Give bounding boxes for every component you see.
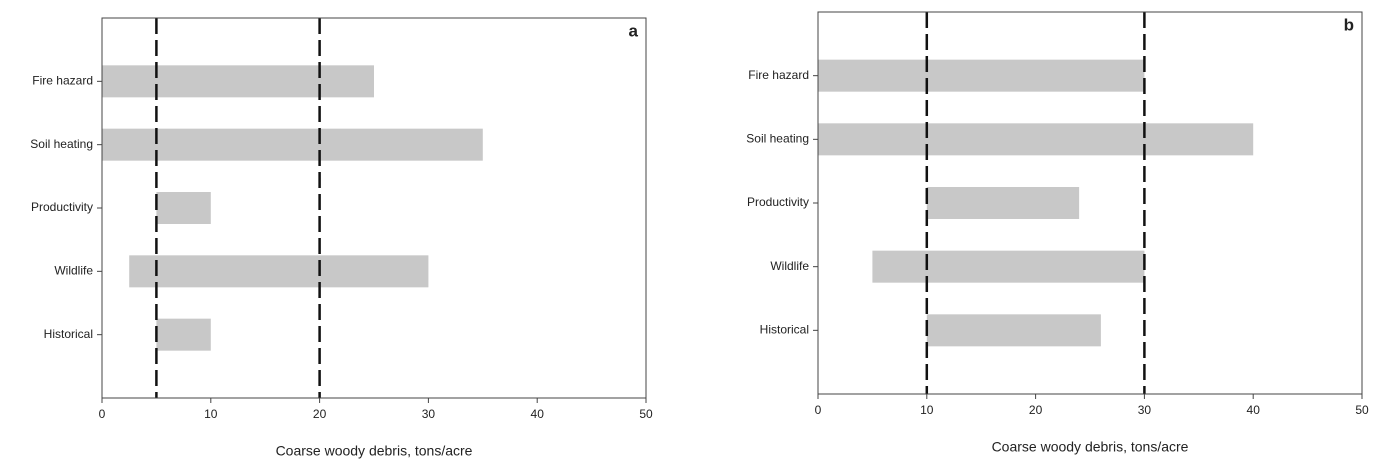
x-tick-label: 0 — [99, 407, 106, 421]
y-tick-label: Fire hazard — [32, 74, 93, 88]
bar — [156, 192, 211, 224]
panel-label: b — [1344, 15, 1354, 34]
y-tick-label: Historical — [44, 327, 93, 341]
x-tick-label: 30 — [1138, 403, 1152, 417]
plot-frame — [101, 17, 647, 399]
bar — [818, 59, 1145, 92]
x-tick-label: 10 — [920, 403, 934, 417]
x-tick-label: 40 — [531, 407, 545, 421]
y-tick-label: Soil heating — [746, 132, 809, 146]
bar — [926, 187, 1080, 219]
bar — [818, 123, 1254, 156]
x-tick-label: 20 — [1029, 403, 1043, 417]
x-axis-label: Coarse woody debris, tons/acre — [276, 443, 473, 459]
y-tick-label: Productivity — [31, 200, 93, 214]
x-tick-label: 10 — [204, 407, 218, 421]
y-tick-label: Historical — [760, 323, 809, 337]
x-tick-label: 50 — [1355, 403, 1369, 417]
x-tick-label: 50 — [639, 407, 653, 421]
bar — [156, 318, 211, 351]
plot-frame — [817, 11, 1363, 395]
x-tick-label: 30 — [422, 407, 436, 421]
y-tick-label: Soil heating — [30, 137, 93, 151]
bar — [102, 128, 483, 161]
panel-label: a — [629, 21, 639, 40]
y-tick-label: Productivity — [747, 195, 809, 209]
bar — [102, 65, 374, 98]
x-tick-label: 40 — [1247, 403, 1261, 417]
y-tick-label: Wildlife — [54, 264, 93, 278]
bar — [129, 255, 429, 288]
x-tick-label: 20 — [313, 407, 327, 421]
y-tick-label: Wildlife — [770, 259, 809, 273]
bar — [926, 314, 1101, 347]
x-tick-label: 0 — [815, 403, 822, 417]
bar — [872, 250, 1145, 283]
x-axis-label: Coarse woody debris, tons/acre — [992, 439, 1189, 455]
y-tick-label: Fire hazard — [748, 68, 809, 82]
